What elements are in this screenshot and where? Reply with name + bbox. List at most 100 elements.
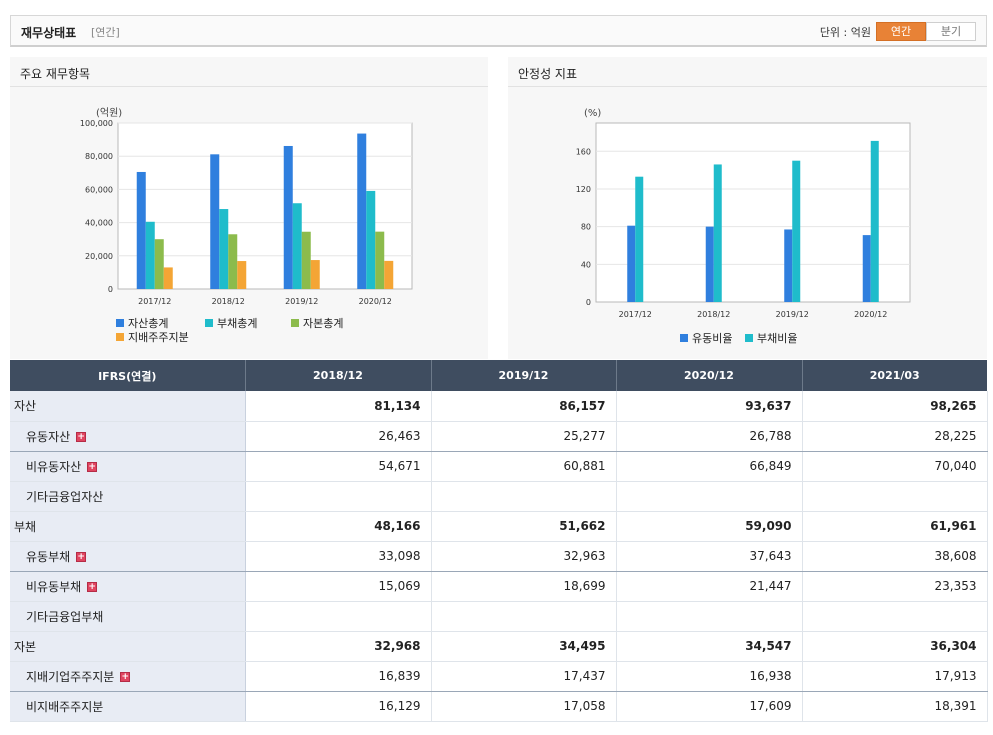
- value-cell: 16,938: [616, 661, 803, 692]
- bar-유동비율: [705, 226, 714, 302]
- table-row: 부채 48,166 51,662 59,090 61,961: [10, 511, 988, 542]
- bar-자본총계: [228, 234, 238, 289]
- balance-sheet-table: IFRS(연결) 2018/12 2019/12 2020/12 2021/03…: [10, 360, 988, 722]
- expand-plus-icon[interactable]: +: [87, 582, 98, 592]
- value-cell: 81,134: [245, 391, 432, 422]
- bar-부채총계: [145, 221, 155, 289]
- value-cell: [802, 601, 988, 632]
- bar-자본총계: [375, 231, 385, 289]
- x-tick-label: 2018/12: [212, 297, 245, 306]
- row-label: 유동부채: [26, 549, 71, 564]
- period-toggle: 연간 분기: [876, 22, 976, 41]
- x-tick-label: 2018/12: [697, 310, 730, 319]
- row-label-cell: 기타금융업부채: [10, 601, 246, 632]
- y-tick-label: 100,000: [80, 119, 113, 128]
- value-cell: 37,643: [616, 541, 803, 572]
- y-tick-label: 0: [108, 285, 113, 294]
- section-period: [연간]: [91, 26, 120, 39]
- bar-부채비율: [792, 160, 801, 302]
- y-tick-label: 160: [576, 147, 591, 156]
- expand-plus-icon[interactable]: +: [87, 462, 98, 472]
- legend-label: 유동비율: [692, 332, 732, 345]
- table-row: 비유동자산 +54,671 60,881 66,849 70,040: [10, 451, 988, 482]
- y-tick-label: 20,000: [85, 252, 113, 261]
- bar-유동비율: [862, 235, 871, 302]
- bar-부채비율: [870, 140, 879, 302]
- y-tick-label: 40,000: [85, 219, 113, 228]
- table-row: 비지배주주지분 16,129 17,058 17,609 18,391: [10, 691, 988, 722]
- table-row: 유동부채 +33,098 32,963 37,643 38,608: [10, 541, 988, 572]
- legend-label: 부채비율: [757, 332, 797, 345]
- value-cell: 33,098: [245, 541, 432, 572]
- value-cell: 18,391: [802, 691, 988, 722]
- bar-자본총계: [154, 239, 164, 289]
- plot-area: [595, 122, 911, 303]
- row-label: 기타금융업부채: [26, 609, 104, 624]
- stability-chart: (%) 0 40 80 120 160 2017/12 2018/12 2019/12 2020/…: [576, 108, 911, 345]
- x-tick-label: 2019/12: [776, 310, 809, 319]
- bar-부채총계: [366, 190, 376, 289]
- header-period[interactable]: 2020/12: [616, 360, 803, 391]
- header-period[interactable]: 2021/03: [802, 360, 987, 391]
- row-label-cell: 비유동부채 +: [10, 571, 246, 602]
- value-cell: 25,277: [431, 421, 617, 452]
- bar-자산총계: [210, 154, 220, 289]
- value-cell: 32,963: [431, 541, 617, 572]
- y-axis-unit-label: (%): [584, 108, 601, 119]
- header-ifrs: IFRS(연결): [10, 360, 246, 391]
- bar-자산총계: [136, 171, 146, 289]
- value-cell: 60,881: [431, 451, 617, 482]
- table-row: 비유동부채 +15,069 18,699 21,447 23,353: [10, 571, 988, 602]
- value-cell: 86,157: [431, 391, 617, 422]
- row-label-cell: 지배기업주주지분 +: [10, 661, 246, 692]
- expand-plus-icon[interactable]: +: [120, 672, 131, 682]
- y-tick-label: 0: [586, 298, 591, 307]
- table-row: 유동자산 +26,463 25,277 26,788 28,225: [10, 421, 988, 452]
- annual-toggle-button[interactable]: 연간: [876, 22, 926, 41]
- value-cell: [802, 481, 988, 512]
- value-cell: 18,699: [431, 571, 617, 602]
- value-cell: 70,040: [802, 451, 988, 482]
- value-cell: [245, 481, 432, 512]
- row-label: 자산: [14, 399, 37, 414]
- row-label-cell: 비유동자산 +: [10, 451, 246, 482]
- expand-plus-icon[interactable]: +: [76, 552, 87, 562]
- bar-자산총계: [357, 133, 367, 289]
- value-cell: 93,637: [616, 391, 803, 422]
- value-cell: 23,353: [802, 571, 988, 602]
- value-cell: 16,839: [245, 661, 432, 692]
- legend-swatch: [680, 334, 688, 342]
- value-cell: 59,090: [616, 511, 803, 542]
- expand-plus-icon[interactable]: +: [76, 432, 87, 442]
- value-cell: 15,069: [245, 571, 432, 602]
- y-axis-unit-label: (억원): [96, 107, 122, 119]
- value-cell: [431, 601, 617, 632]
- row-label: 유동자산: [26, 429, 71, 444]
- value-cell: [245, 601, 432, 632]
- header-period[interactable]: 2019/12: [431, 360, 617, 391]
- legend-swatch: [745, 334, 753, 342]
- value-cell: 66,849: [616, 451, 803, 482]
- value-cell: 34,495: [431, 631, 617, 662]
- value-cell: [616, 481, 803, 512]
- row-label-cell: 자본: [10, 631, 246, 662]
- value-cell: 36,304: [802, 631, 988, 662]
- y-tick-label: 120: [576, 185, 591, 194]
- header-period[interactable]: 2018/12: [245, 360, 432, 391]
- row-label-cell: 유동부채 +: [10, 541, 246, 572]
- row-label: 기타금융업자산: [26, 489, 104, 504]
- table-row: 기타금융업부채: [10, 601, 988, 632]
- value-cell: 16,129: [245, 691, 432, 722]
- legend-label: 지배주주지분: [128, 331, 189, 344]
- value-cell: 26,788: [616, 421, 803, 452]
- legend-swatch: [116, 333, 124, 341]
- bar-유동비율: [627, 225, 636, 302]
- section-header: 재무상태표 [연간] 단위 : 억원 연간 분기: [10, 15, 987, 47]
- value-cell: 34,547: [616, 631, 803, 662]
- value-cell: 17,913: [802, 661, 988, 692]
- x-tick-label: 2017/12: [138, 297, 171, 306]
- unit-label: 단위 : 억원: [819, 26, 871, 39]
- row-label-cell: 유동자산 +: [10, 421, 246, 452]
- y-tick-label: 40: [581, 260, 591, 269]
- quarterly-toggle-button[interactable]: 분기: [926, 22, 976, 41]
